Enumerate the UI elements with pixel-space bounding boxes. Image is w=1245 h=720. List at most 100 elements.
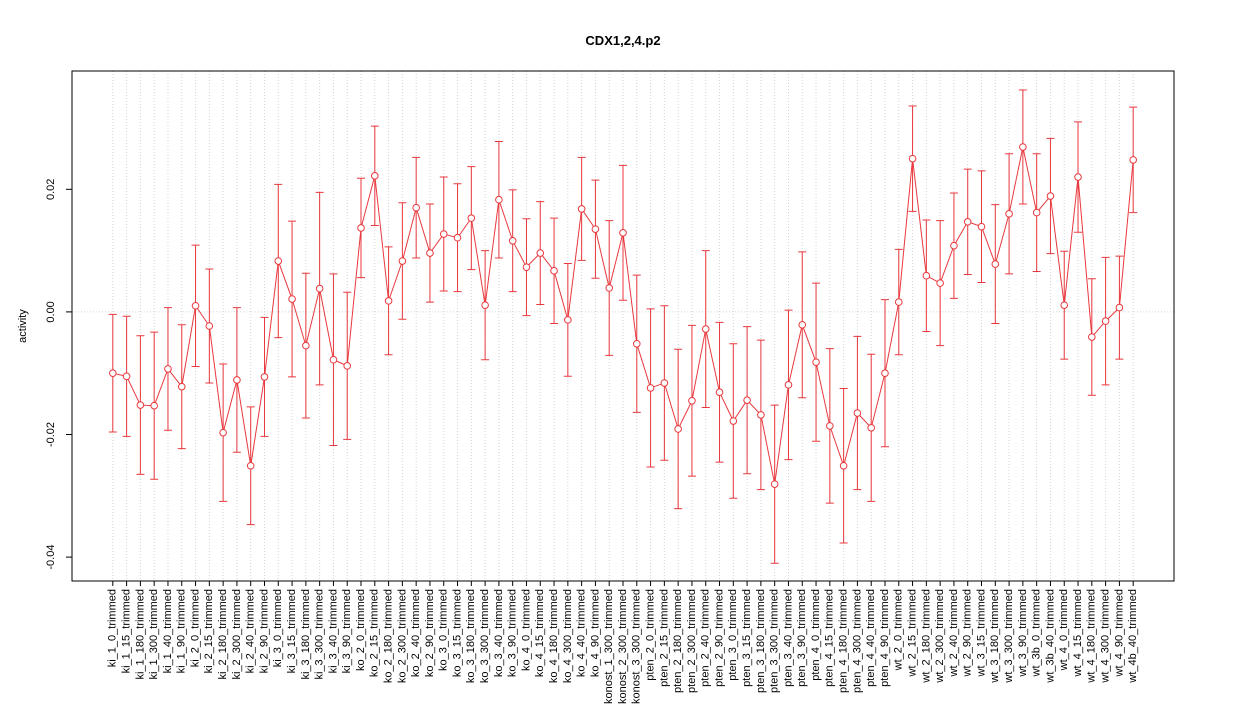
x-tick-label: ki_1_180_trimmed <box>134 589 146 680</box>
data-point <box>577 205 586 213</box>
x-tick-label: ki_1_90_trimmed <box>176 589 188 673</box>
data-point <box>315 284 324 293</box>
data-point <box>839 461 848 470</box>
x-tick-label: konost_1_300_trimmed <box>603 589 615 704</box>
data-point <box>1101 317 1110 325</box>
x-tick-label: wt_3b_0_trimmed <box>1031 589 1043 677</box>
x-tick-label: ki_3_15_trimmed <box>286 589 298 673</box>
x-tick-label: ko_3_90_trimmed <box>507 589 519 677</box>
data-point <box>164 365 172 373</box>
data-point <box>922 271 931 280</box>
data-point <box>508 236 517 245</box>
data-point <box>977 222 986 231</box>
data-point <box>646 384 655 392</box>
x-tick-label: ki_3_0_trimmed <box>272 589 284 667</box>
x-tick-label: wt_3_15_trimmed <box>975 589 987 677</box>
data-point <box>522 263 531 271</box>
x-tick-label: ki_3_90_trimmed <box>341 589 353 673</box>
x-tick-label: wt_4_180_trimmed <box>1086 589 1098 684</box>
x-tick-label: konost_2_300_trimmed <box>617 589 629 704</box>
x-tick-label: pten_4_300_trimmed <box>851 589 863 693</box>
x-tick-label: wt_3_300_trimmed <box>1003 589 1015 684</box>
x-tick-label: ki_3_300_trimmed <box>314 589 326 680</box>
data-point <box>233 376 241 384</box>
data-point <box>784 381 793 389</box>
data-point <box>426 249 434 257</box>
x-tick-label: pten_2_180_trimmed <box>672 589 684 693</box>
x-tick-label: ki_2_40_trimmed <box>245 589 257 673</box>
data-point <box>991 260 1000 268</box>
data-point <box>908 154 917 163</box>
data-point <box>384 297 393 305</box>
data-point <box>963 217 972 226</box>
data-point <box>467 214 476 222</box>
x-tick-label: pten_3_90_trimmed <box>796 589 808 687</box>
data-point <box>246 461 255 470</box>
y-tick-label: -0.04 <box>45 545 57 570</box>
x-tick-label: ki_3_180_trimmed <box>300 589 312 680</box>
x-tick-label: pten_3_40_trimmed <box>782 589 794 687</box>
x-tick-label: pten_2_15_trimmed <box>658 589 670 687</box>
x-tick-label: ki_2_0_trimmed <box>189 589 201 667</box>
data-point <box>798 320 807 329</box>
data-point <box>591 225 600 233</box>
data-point <box>564 316 572 324</box>
x-tick-label: ko_2_40_trimmed <box>410 589 422 677</box>
x-tick-label: ki_3_40_trimmed <box>327 589 339 673</box>
data-point <box>619 229 627 237</box>
data-point <box>177 382 186 391</box>
data-point <box>1032 208 1041 217</box>
x-tick-label: ki_1_40_trimmed <box>162 589 174 673</box>
data-point <box>1129 156 1137 164</box>
x-tick-label: wt_4b_40_trimmed <box>1127 589 1139 684</box>
x-tick-label: ki_2_300_trimmed <box>231 589 243 680</box>
data-point <box>701 325 710 333</box>
x-tick-label: pten_3_0_trimmed <box>727 589 739 681</box>
data-point <box>853 409 862 417</box>
data-point <box>357 224 365 232</box>
x-tick-label: pten_2_0_trimmed <box>644 589 656 681</box>
data-point <box>495 195 503 204</box>
x-tick-label: konost_3_300_trimmed <box>631 589 643 704</box>
y-tick-label: 0.02 <box>45 179 57 200</box>
x-tick-label: wt_2_300_trimmed <box>934 589 946 684</box>
x-tick-label: wt_4_300_trimmed <box>1100 589 1112 684</box>
data-point <box>632 339 641 348</box>
x-tick-label: ko_2_0_trimmed <box>355 589 367 671</box>
x-tick-label: pten_4_15_trimmed <box>824 589 836 687</box>
data-point <box>881 369 889 377</box>
x-tick-label: ko_3_180_trimmed <box>465 589 477 683</box>
x-tick-label: ko_3_300_trimmed <box>479 589 491 683</box>
x-tick-label: pten_2_40_trimmed <box>700 589 712 687</box>
y-axis-label: activity <box>17 309 29 343</box>
data-point <box>894 298 903 306</box>
data-point <box>743 396 751 404</box>
x-tick-label: pten_2_90_trimmed <box>713 589 725 687</box>
x-tick-label: pten_4_0_trimmed <box>810 589 822 681</box>
data-point <box>550 267 558 275</box>
x-tick-label: wt_4_90_trimmed <box>1113 589 1125 677</box>
x-tick-label: ko_2_300_trimmed <box>396 589 408 683</box>
x-tick-label: pten_3_15_trimmed <box>741 589 753 687</box>
data-point <box>150 401 158 410</box>
x-tick-label: pten_2_300_trimmed <box>686 589 698 693</box>
x-tick-label: wt_2_40_trimmed <box>948 589 960 677</box>
x-tick-label: ko_2_90_trimmed <box>424 589 436 677</box>
x-tick-label: ki_2_90_trimmed <box>258 589 270 673</box>
x-tick-label: ko_4_90_trimmed <box>589 589 601 677</box>
data-point <box>439 230 448 238</box>
data-point <box>398 257 407 265</box>
data-point <box>1005 210 1013 218</box>
x-tick-label: pten_4_180_trimmed <box>838 589 850 693</box>
data-point <box>1046 192 1055 200</box>
data-point <box>688 396 696 405</box>
data-point <box>412 203 420 212</box>
data-point <box>715 388 724 397</box>
data-point <box>536 249 545 257</box>
x-tick-label: pten_3_180_trimmed <box>755 589 767 693</box>
data-point <box>812 358 820 366</box>
x-tick-label: wt_2_15_trimmed <box>906 589 918 677</box>
x-tick-label: ki_1_300_trimmed <box>148 589 160 680</box>
data-point <box>826 422 834 430</box>
